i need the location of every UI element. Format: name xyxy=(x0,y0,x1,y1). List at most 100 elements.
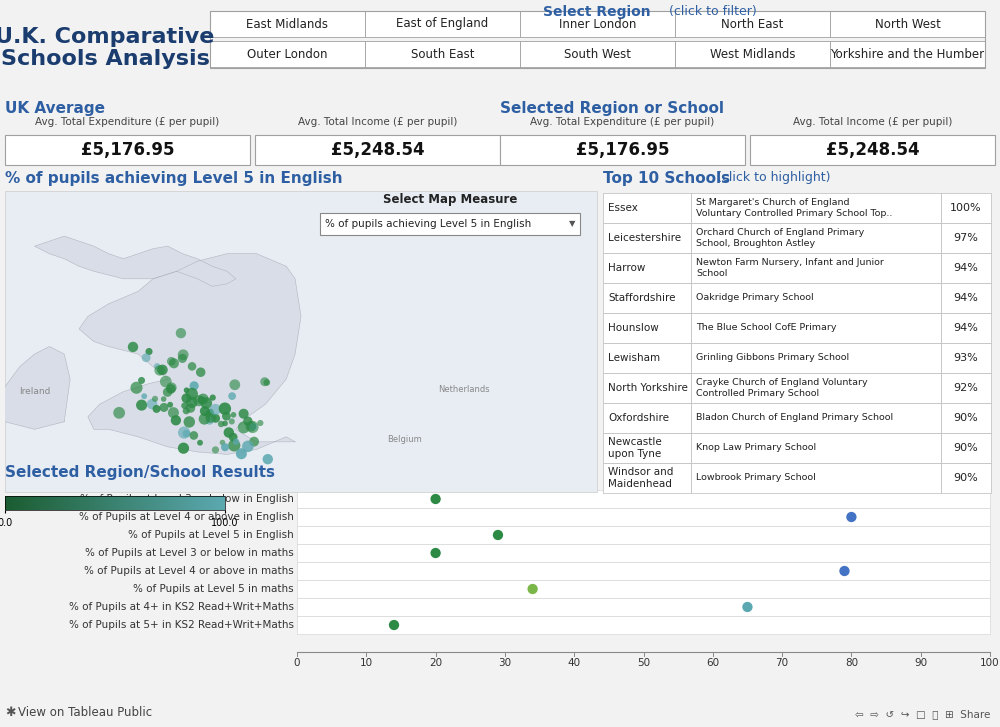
Bar xyxy=(675,11,830,37)
Text: Lowbrook Primary School: Lowbrook Primary School xyxy=(696,473,816,483)
Point xyxy=(176,427,192,438)
Text: £5,248.54: £5,248.54 xyxy=(331,141,424,159)
Point xyxy=(217,403,233,414)
Point xyxy=(160,386,176,398)
Bar xyxy=(365,41,520,67)
Text: (click to filter): (click to filter) xyxy=(665,5,757,18)
Text: North Yorkshire: North Yorkshire xyxy=(608,383,688,393)
Bar xyxy=(691,403,941,433)
Point xyxy=(111,407,127,419)
Text: Top 10 Schools: Top 10 Schools xyxy=(603,171,730,186)
Bar xyxy=(603,433,691,463)
Point xyxy=(245,421,261,433)
Bar xyxy=(603,253,691,283)
Bar xyxy=(941,223,991,253)
Bar xyxy=(941,193,991,223)
Bar xyxy=(603,463,691,493)
Text: 97%: 97% xyxy=(954,233,978,243)
Text: Oxfordshire: Oxfordshire xyxy=(608,413,669,423)
Text: 70: 70 xyxy=(776,658,789,668)
Text: West Midlands: West Midlands xyxy=(710,47,795,60)
Point xyxy=(149,361,165,372)
Point xyxy=(243,420,259,432)
Text: % of Pupils at Level 5 in maths: % of Pupils at Level 5 in maths xyxy=(133,584,294,594)
Point xyxy=(166,358,182,369)
Text: % of Pupils at Level 3 or below in maths: % of Pupils at Level 3 or below in maths xyxy=(85,548,294,558)
Bar xyxy=(603,403,691,433)
Text: South East: South East xyxy=(411,47,474,60)
Point xyxy=(205,392,221,403)
Point xyxy=(125,341,141,353)
Bar xyxy=(603,343,691,373)
Point xyxy=(213,418,229,430)
Text: Crayke Church of England Voluntary
Controlled Primary School: Crayke Church of England Voluntary Contr… xyxy=(696,379,868,398)
Text: % of Pupils at Level 3 or below in English: % of Pupils at Level 3 or below in Engli… xyxy=(80,494,294,504)
Bar xyxy=(210,41,365,67)
Bar xyxy=(941,373,991,403)
Point xyxy=(225,409,241,421)
Text: Lewisham: Lewisham xyxy=(608,353,660,363)
Bar xyxy=(320,213,580,235)
Point xyxy=(203,411,219,423)
Text: View on Tableau Public: View on Tableau Public xyxy=(18,706,152,719)
Text: 30: 30 xyxy=(498,658,511,668)
Point xyxy=(428,493,444,505)
Bar xyxy=(520,11,675,37)
Text: Oakridge Primary School: Oakridge Primary School xyxy=(696,294,814,302)
Bar xyxy=(691,343,941,373)
Bar xyxy=(297,580,990,598)
Bar xyxy=(520,41,675,67)
Bar xyxy=(365,11,520,37)
Bar xyxy=(941,253,991,283)
Point xyxy=(217,417,233,429)
Text: Avg. Total Expenditure (£ per pupil): Avg. Total Expenditure (£ per pupil) xyxy=(530,117,715,127)
Text: Avg. Total Income (£ per pupil): Avg. Total Income (£ per pupil) xyxy=(298,117,457,127)
Point xyxy=(739,601,755,613)
Text: The Blue School CofE Primary: The Blue School CofE Primary xyxy=(696,324,836,332)
Text: 90: 90 xyxy=(914,658,927,668)
Point xyxy=(193,366,209,378)
Text: 40: 40 xyxy=(568,658,581,668)
Text: Select Map Measure: Select Map Measure xyxy=(383,193,517,206)
Text: Yorkshire and the Humber: Yorkshire and the Humber xyxy=(830,47,985,60)
Text: St Margaret's Church of England
Voluntary Controlled Primary School Top..: St Margaret's Church of England Voluntar… xyxy=(696,198,892,217)
Point xyxy=(168,414,184,426)
Point xyxy=(178,393,194,404)
Bar xyxy=(297,508,990,526)
Text: ✱: ✱ xyxy=(5,706,16,719)
Point xyxy=(843,511,859,523)
Text: Selected Region/School Results: Selected Region/School Results xyxy=(5,465,275,480)
Bar xyxy=(297,616,990,634)
Text: % of Pupils at Level 4 or above in maths: % of Pupils at Level 4 or above in maths xyxy=(84,566,294,576)
Bar xyxy=(603,223,691,253)
Text: Selected Region or School: Selected Region or School xyxy=(500,101,724,116)
Point xyxy=(158,376,174,387)
Bar xyxy=(691,253,941,283)
Point xyxy=(174,353,190,364)
Text: % of pupils achieving Level 5 in English: % of pupils achieving Level 5 in English xyxy=(325,219,531,229)
Point xyxy=(260,454,276,465)
Point xyxy=(490,529,506,541)
Bar xyxy=(297,544,990,562)
Polygon shape xyxy=(35,236,236,286)
Point xyxy=(225,431,241,443)
Text: 50: 50 xyxy=(637,658,650,668)
Text: U.K. Comparative: U.K. Comparative xyxy=(0,27,215,47)
Text: % of Pupils at 5+ in KS2 Read+Writ+Maths: % of Pupils at 5+ in KS2 Read+Writ+Maths xyxy=(69,620,294,630)
Point xyxy=(175,349,191,361)
Text: 100%: 100% xyxy=(950,203,982,213)
Bar xyxy=(691,223,941,253)
Bar xyxy=(941,283,991,313)
Text: Inner London: Inner London xyxy=(559,17,636,31)
Point xyxy=(208,412,224,424)
Point xyxy=(207,403,223,415)
Bar xyxy=(941,463,991,493)
Point xyxy=(224,390,240,402)
Bar xyxy=(5,135,250,165)
Point xyxy=(236,422,252,433)
Point xyxy=(163,356,179,367)
Text: UK Average: UK Average xyxy=(5,101,105,116)
Text: Hounslow: Hounslow xyxy=(608,323,659,333)
Bar xyxy=(691,193,941,223)
Point xyxy=(233,448,249,459)
